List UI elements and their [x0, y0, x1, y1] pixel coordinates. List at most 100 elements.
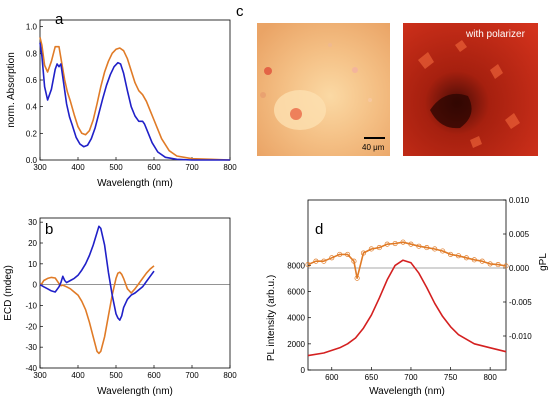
series-line-1 — [307, 241, 507, 280]
y-tick-label: 4000 — [287, 314, 305, 323]
polarizer-label: with polarizer — [465, 29, 526, 40]
data-point — [487, 261, 493, 267]
x-tick-label: 600 — [325, 373, 339, 382]
data-point — [354, 275, 360, 281]
y-tick-label: 10 — [28, 260, 37, 269]
y-tick-label: 6000 — [287, 288, 305, 297]
ecd-chart: 300 400 500 600 700 800 -40 -30 -20 -10 0 10 20 30 Wa… — [3, 217, 237, 397]
x-axis-label: Wavelength (nm) — [369, 386, 445, 397]
x-tick-label: 650 — [365, 373, 379, 382]
data-point — [329, 255, 335, 261]
y-right-tick-label: 0.000 — [509, 264, 530, 273]
y-tick-label: -10 — [25, 302, 37, 311]
y-axis-label-right: gPL — [538, 253, 549, 271]
series-line-0 — [39, 265, 155, 355]
y-tick-label: 0 — [301, 366, 306, 375]
y-tick-label: -30 — [25, 343, 37, 352]
y-tick-label: 0.2 — [26, 129, 38, 138]
data-point — [305, 262, 311, 268]
data-point — [360, 250, 366, 256]
y-right-tick-label: -0.005 — [509, 298, 532, 307]
data-point — [424, 245, 430, 251]
data-point — [440, 248, 446, 254]
y-right-tick-label: -0.010 — [509, 332, 532, 341]
data-point — [368, 246, 374, 252]
data-point — [351, 258, 357, 264]
x-tick-label: 500 — [109, 371, 123, 380]
x-tick-label: 800 — [223, 371, 237, 380]
data-point — [463, 255, 469, 261]
y-axis-label: ECD (mdeg) — [3, 265, 14, 321]
series-line-0 — [307, 259, 507, 357]
x-tick-label: 800 — [223, 163, 237, 172]
data-point — [432, 246, 438, 252]
x-tick-label: 400 — [71, 371, 85, 380]
plot-frame — [307, 199, 507, 371]
scale-bar-label: 40 μm — [362, 143, 385, 152]
x-axis-label: Wavelength (nm) — [97, 386, 173, 397]
y-tick-label: 30 — [28, 218, 37, 227]
panel-label-c: c — [236, 3, 244, 20]
left-micrograph: 40 μm — [257, 23, 390, 156]
data-point — [321, 258, 327, 264]
panel-label-d: d — [315, 221, 323, 238]
series-line-1 — [39, 225, 155, 321]
data-point — [345, 251, 351, 257]
axis-ticks: 300 400 500 600 700 800 -40 -30 -20 -10 0 10 20 30 — [25, 218, 237, 380]
panel-label-a: a — [55, 11, 64, 28]
y-tick-label: 1.0 — [26, 23, 38, 32]
data-point — [337, 251, 343, 257]
x-tick-label: 600 — [147, 371, 161, 380]
x-tick-label: 750 — [444, 373, 458, 382]
y-right-tick-label: 0.010 — [509, 196, 530, 205]
y-axis-label: PL intensity (arb.u.) — [266, 275, 277, 361]
series-group — [39, 37, 231, 161]
plot-frame — [39, 217, 231, 369]
x-tick-label: 400 — [71, 163, 85, 172]
x-axis-label: Wavelength (nm) — [97, 178, 173, 189]
data-point — [392, 240, 398, 247]
pl-chart: 600 650 700 750 80002000400060008000-0.010-0… — [266, 196, 549, 397]
data-point — [400, 239, 406, 245]
data-point — [503, 263, 509, 269]
axis-ticks: 300 400 500 600 700 800 0.0 0.2 0.4 0.6 0.8 1.0 — [26, 23, 237, 172]
y-tick-label: 2000 — [287, 340, 305, 349]
micrograph-panel: c 40 μm with polarizer — [236, 3, 538, 156]
y-right-tick-label: 0.005 — [509, 230, 530, 239]
series-group — [39, 225, 155, 355]
series-line-1 — [39, 42, 230, 161]
x-tick-label: 300 — [33, 371, 47, 380]
data-point — [455, 253, 462, 259]
y-tick-label: -20 — [25, 322, 37, 331]
data-point — [408, 241, 414, 247]
y-tick-label: 0.6 — [26, 76, 38, 85]
absorption-chart: 300 400 500 600 700 800 0.0 0.2 0.4 0.6 0.8 1.0 Wav… — [6, 11, 237, 189]
data-point — [376, 245, 382, 251]
x-tick-label: 700 — [404, 373, 418, 382]
data-point — [495, 262, 501, 268]
axis-ticks: 600 650 700 750 80002000400060008000-0.010-0… — [287, 196, 532, 382]
data-point — [471, 257, 477, 263]
right-micrograph: with polarizer — [403, 23, 538, 156]
series-line-0 — [39, 37, 231, 161]
x-tick-label: 800 — [483, 373, 497, 382]
x-tick-label: 700 — [185, 371, 199, 380]
data-point — [416, 243, 422, 249]
data-point — [479, 258, 485, 264]
panel-label-b: b — [45, 221, 53, 238]
data-point — [313, 258, 319, 264]
y-tick-label: -40 — [25, 364, 37, 373]
y-tick-label: 0.8 — [26, 49, 38, 58]
series-group — [305, 239, 509, 357]
y-tick-label: 0 — [33, 281, 38, 290]
x-tick-label: 500 — [109, 163, 123, 172]
y-tick-label: 20 — [28, 239, 37, 248]
data-point — [384, 241, 390, 247]
x-tick-label: 600 — [147, 163, 161, 172]
y-tick-label: 8000 — [287, 261, 305, 270]
y-tick-label: 0.4 — [26, 103, 38, 112]
x-tick-label: 700 — [185, 163, 199, 172]
data-point — [448, 251, 454, 257]
plot-frame — [39, 19, 231, 161]
